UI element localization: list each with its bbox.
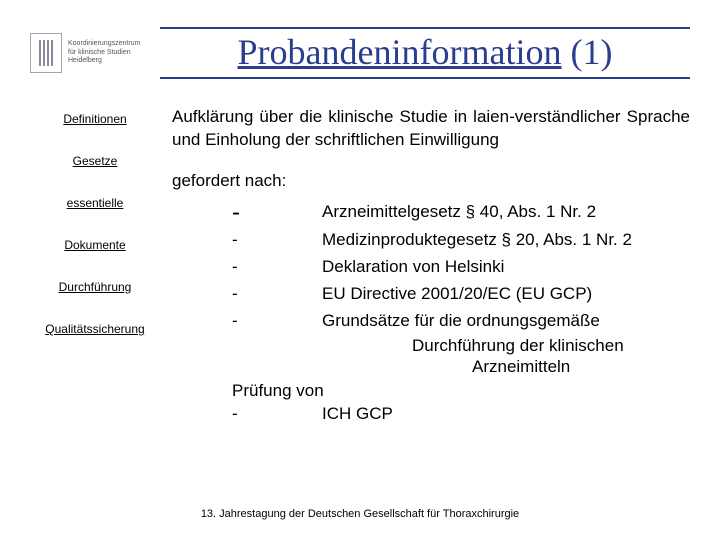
logo-line2: für klinische Studien: [68, 49, 140, 57]
item-text: ICH GCP: [322, 403, 690, 426]
page-title: Probandeninformation (1): [160, 31, 690, 73]
sidebar: Definitionen Gesetze essentielle Dokumen…: [30, 106, 160, 430]
title-suffix: (1): [570, 32, 612, 72]
logo-text: Koordinierungszentrum für klinische Stud…: [68, 40, 140, 65]
dash-icon: -: [232, 310, 322, 333]
sidebar-item-gesetze[interactable]: Gesetze: [30, 154, 160, 168]
title-rule-top: [160, 27, 690, 29]
sidebar-item-dokumente[interactable]: Dokumente: [30, 238, 160, 252]
logo-line3: Heidelberg: [68, 57, 140, 65]
dash-icon: -: [232, 201, 322, 225]
list-item: - Medizinproduktegesetz § 20, Abs. 1 Nr.…: [232, 229, 690, 252]
list-item: - Grundsätze für die ordnungsgemäße: [232, 310, 690, 333]
list-item: - ICH GCP: [232, 403, 690, 426]
title-rule-bottom: [160, 77, 690, 79]
logo-line1: Koordinierungszentrum: [68, 40, 140, 48]
item-text: Deklaration von Helsinki: [322, 256, 690, 279]
sidebar-item-definitionen[interactable]: Definitionen: [30, 112, 160, 126]
logo: Koordinierungszentrum für klinische Stud…: [30, 33, 160, 73]
footer: 13. Jahrestagung der Deutschen Gesellsch…: [0, 508, 720, 520]
content: Aufklärung über die klinische Studie in …: [160, 106, 690, 430]
list-item: - Deklaration von Helsinki: [232, 256, 690, 279]
dash-icon: -: [232, 283, 322, 306]
pruefung-label: Prüfung von: [232, 380, 690, 403]
body: Definitionen Gesetze essentielle Dokumen…: [30, 106, 690, 430]
dash-icon: -: [232, 403, 322, 426]
slide: Koordinierungszentrum für klinische Stud…: [0, 0, 720, 540]
header: Koordinierungszentrum für klinische Stud…: [30, 18, 690, 88]
continuation-line: Arzneimitteln: [472, 356, 690, 379]
item-text: Grundsätze für die ordnungsgemäße: [322, 310, 690, 333]
title-block: Probandeninformation (1): [160, 27, 690, 79]
item-text: Arzneimittelgesetz § 40, Abs. 1 Nr. 2: [322, 201, 690, 224]
sidebar-item-essentielle[interactable]: essentielle: [30, 196, 160, 210]
subhead: gefordert nach:: [172, 170, 690, 193]
continuation-line: Durchführung der klinischen: [412, 335, 690, 358]
list-item: - Arzneimittelgesetz § 40, Abs. 1 Nr. 2: [232, 201, 690, 225]
title-main: Probandeninformation: [238, 32, 562, 72]
intro-paragraph: Aufklärung über die klinische Studie in …: [172, 106, 690, 152]
requirements-list: - Arzneimittelgesetz § 40, Abs. 1 Nr. 2 …: [232, 201, 690, 427]
item-text: Medizinproduktegesetz § 20, Abs. 1 Nr. 2: [322, 229, 690, 252]
logo-mark: [30, 33, 62, 73]
sidebar-item-durchfuehrung[interactable]: Durchführung: [30, 280, 160, 294]
dash-icon: -: [232, 256, 322, 279]
dash-icon: -: [232, 229, 322, 252]
item-text: EU Directive 2001/20/EC (EU GCP): [322, 283, 690, 306]
sidebar-item-qualitaetssicherung[interactable]: Qualitätssicherung: [30, 322, 160, 336]
list-item: - EU Directive 2001/20/EC (EU GCP): [232, 283, 690, 306]
